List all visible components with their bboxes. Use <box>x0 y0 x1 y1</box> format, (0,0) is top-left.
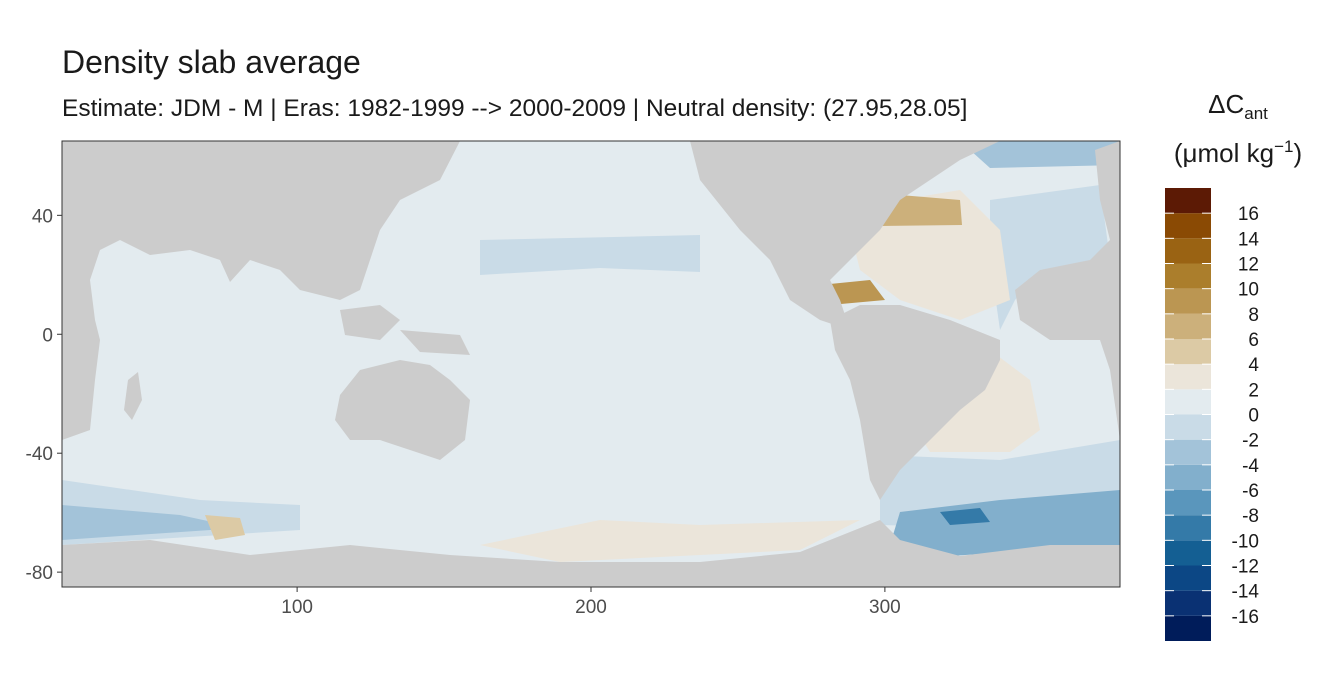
colorbar-label: 6 <box>1248 330 1259 351</box>
colorbar-bin <box>1165 515 1211 541</box>
colorbar-bin <box>1165 540 1211 566</box>
y-tick-label: 40 <box>32 206 53 227</box>
colorbar-label: 2 <box>1248 380 1259 401</box>
colorbar-label: -2 <box>1242 431 1259 452</box>
x-tick-label: 200 <box>575 597 607 618</box>
legend-title: ΔCant <box>1208 89 1268 123</box>
colorbar-bin <box>1165 439 1211 465</box>
land-north-america <box>690 141 1000 330</box>
colorbar-label: -4 <box>1242 456 1259 477</box>
colorbar-label: -6 <box>1242 481 1259 502</box>
colorbar-bin <box>1165 490 1211 516</box>
x-tick-label: 300 <box>869 597 901 618</box>
land <box>62 141 1120 587</box>
data-region <box>890 490 1120 556</box>
colorbar-label: -16 <box>1232 607 1259 628</box>
data-region <box>480 520 860 562</box>
colorbar-bin <box>1165 590 1211 616</box>
colorbar-bin <box>1165 263 1211 289</box>
land-eurasia-africa <box>62 141 460 440</box>
colorbar-label: -12 <box>1232 557 1259 578</box>
legend-unit-main: (μmol kg <box>1174 138 1274 168</box>
land-islands <box>400 330 470 355</box>
colorbar-bin <box>1165 339 1211 365</box>
y-tick-label: -40 <box>26 444 53 465</box>
chart-subtitle: Estimate: JDM - M | Eras: 1982-1999 --> … <box>62 95 967 122</box>
colorbar-label: 8 <box>1248 305 1259 326</box>
land-australia <box>335 360 470 460</box>
data-region <box>960 141 1120 168</box>
colorbar-label: 16 <box>1238 204 1259 225</box>
colorbar-label: 14 <box>1238 229 1260 250</box>
colorbar-bin <box>1165 364 1211 390</box>
colorbar-bin <box>1165 238 1211 264</box>
colorbar-bin <box>1165 313 1211 339</box>
y-tick-label: -80 <box>26 563 53 584</box>
colorbar-bin <box>1165 464 1211 490</box>
x-tick-label: 100 <box>281 597 313 618</box>
colorbar-bin <box>1165 213 1211 239</box>
legend-title-main: ΔC <box>1208 89 1244 119</box>
colorbar-bin <box>1165 288 1211 314</box>
land-europe-africa <box>1015 141 1120 440</box>
land-south-america <box>830 305 1000 500</box>
legend-unit-exponent: −1 <box>1274 137 1293 156</box>
chart-title: Density slab average <box>62 44 361 80</box>
legend-title-sub: ant <box>1244 104 1268 123</box>
legend-unit: (μmol kg−1) <box>1174 137 1302 168</box>
colorbar-bin <box>1165 565 1211 591</box>
y-tick-label: 0 <box>42 325 53 346</box>
colorbar-bin <box>1165 389 1211 415</box>
colorbar-label: 12 <box>1238 255 1259 276</box>
colorbar-bin <box>1165 414 1211 440</box>
data-region <box>480 235 700 275</box>
colorbar-bin <box>1165 188 1211 214</box>
colorbar-bin <box>1165 615 1211 641</box>
colorbar-label: 4 <box>1248 355 1259 376</box>
colorbar-label: -8 <box>1242 506 1259 527</box>
data-region <box>205 515 245 540</box>
land-madagascar <box>124 372 142 420</box>
land-islands <box>340 305 400 340</box>
colorbar-label: -14 <box>1232 582 1260 603</box>
colorbar-label: 0 <box>1248 406 1259 427</box>
land-antarctica <box>62 520 1120 587</box>
data-region <box>940 508 990 525</box>
colorbar-label: 10 <box>1238 280 1259 301</box>
map <box>62 141 1120 587</box>
data-region <box>62 505 240 540</box>
colorbar-label: -10 <box>1232 531 1259 552</box>
legend-unit-end: ) <box>1293 138 1302 168</box>
